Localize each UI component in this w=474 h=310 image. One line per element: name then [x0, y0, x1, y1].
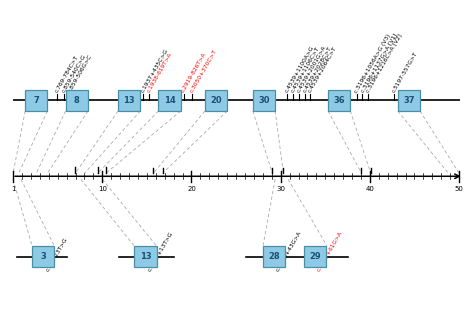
Text: c.4539+2028C>T: c.4539+2028C>T [302, 46, 333, 94]
Text: 13: 13 [123, 96, 135, 105]
FancyBboxPatch shape [65, 90, 88, 111]
Text: 37: 37 [403, 96, 415, 105]
FancyBboxPatch shape [32, 246, 55, 268]
Text: c.4539+1100A>G: c.4539+1100A>G [284, 45, 315, 94]
Text: 28: 28 [268, 252, 280, 261]
Text: c.5196+1137G>A [V1]: c.5196+1137G>A [V1] [359, 33, 398, 94]
FancyBboxPatch shape [398, 90, 420, 111]
Text: 30: 30 [258, 96, 270, 105]
Text: 3: 3 [40, 252, 46, 261]
Text: 13: 13 [140, 252, 151, 261]
Text: 40: 40 [365, 186, 374, 192]
FancyBboxPatch shape [134, 246, 156, 268]
Text: c.4539+1106C>T: c.4539+1106C>T [290, 46, 320, 94]
Text: c.4539+2064C>T: c.4539+2064C>T [308, 46, 338, 94]
Text: 10: 10 [98, 186, 107, 192]
Text: 14: 14 [164, 96, 175, 105]
Text: 50: 50 [455, 186, 464, 192]
Text: c.1937+435C>G: c.1937+435C>G [140, 48, 170, 94]
FancyBboxPatch shape [205, 90, 227, 111]
Text: c.5197-557G>T: c.5197-557G>T [391, 51, 419, 94]
Text: 7: 7 [34, 96, 39, 105]
Text: 20: 20 [187, 186, 196, 192]
Text: c.5196+1056A>G (V3): c.5196+1056A>G (V3) [354, 33, 392, 94]
Text: c.2919-826T>A: c.2919-826T>A [181, 52, 208, 94]
Text: 20: 20 [210, 96, 222, 105]
Text: c.3050+370C>T: c.3050+370C>T [189, 49, 218, 94]
Text: c.859-506G>C: c.859-506G>C [67, 54, 93, 94]
Text: c.1937+13T>G: c.1937+13T>G [147, 231, 174, 272]
FancyBboxPatch shape [328, 90, 350, 111]
FancyBboxPatch shape [263, 246, 285, 268]
Text: c.4539+2001G>A: c.4539+2001G>A [296, 45, 328, 94]
Text: c.161-23T>G: c.161-23T>G [45, 237, 68, 272]
Text: 36: 36 [333, 96, 345, 105]
Text: 30: 30 [276, 186, 285, 192]
FancyBboxPatch shape [253, 90, 275, 111]
Text: 29: 29 [309, 252, 321, 261]
Text: c.859-540C>G: c.859-540C>G [61, 54, 87, 94]
Text: c.4253+43G>A: c.4253+43G>A [275, 230, 303, 272]
Text: c.5196+1216C>A [V2]: c.5196+1216C>A [V2] [365, 33, 403, 94]
Text: 1: 1 [11, 186, 15, 192]
FancyBboxPatch shape [25, 90, 47, 111]
Text: c.1938-619T>A: c.1938-619T>A [146, 52, 173, 94]
FancyBboxPatch shape [158, 90, 181, 111]
Text: c.4352+61G>A: c.4352+61G>A [317, 230, 344, 272]
FancyBboxPatch shape [304, 246, 326, 268]
FancyBboxPatch shape [118, 90, 140, 111]
Text: c.769-784C>T: c.769-784C>T [54, 55, 79, 94]
Text: 8: 8 [74, 96, 80, 105]
